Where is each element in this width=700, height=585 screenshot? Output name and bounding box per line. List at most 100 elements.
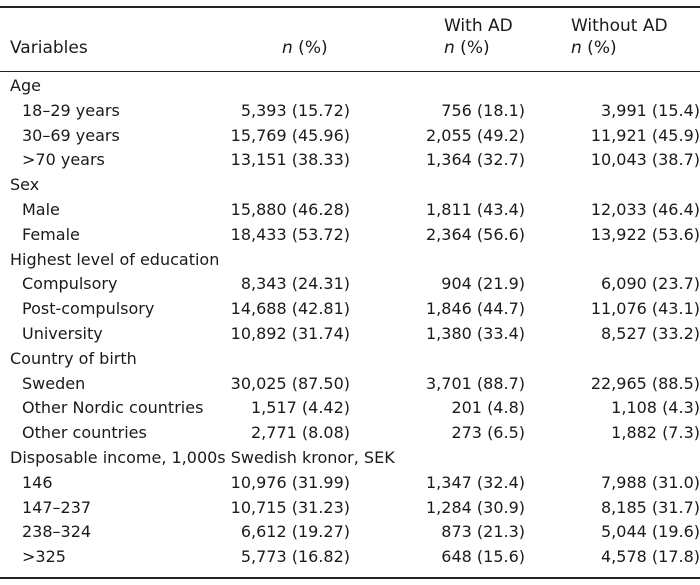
row-label: 18–29 years [22, 100, 120, 120]
without-ad-cell: 11,921 (45.9) [590, 125, 700, 145]
without-ad-cell: 5,044 (19.6) [601, 522, 700, 542]
table-row: Male 15,880 (46.28) 1,811 (43.4) 12,033 (46… [0, 198, 700, 223]
group-label: Age [10, 76, 41, 95]
table-row: 146 10,976 (31.99) 1,347 (32.4) 7,988 (31.0… [0, 471, 700, 496]
table-row: 147–237 10,715 (31.23) 1,284 (30.9) 8,185 (… [0, 496, 700, 521]
header-with-ad: With AD n (%) [444, 15, 513, 59]
header-variables: Variables [10, 37, 88, 59]
header-without-ad-pct: (%) [581, 38, 617, 58]
header-without-ad: Without AD n (%) [571, 15, 668, 59]
with-ad-cell: 273 (6.5) [451, 423, 525, 443]
total-cell: 10,715 (31.23) [230, 497, 350, 517]
with-ad-cell: 1,284 (30.9) [426, 497, 525, 517]
with-ad-cell: 1,846 (44.7) [426, 299, 525, 319]
without-ad-cell: 11,076 (43.1) [590, 299, 700, 319]
row-label: Sweden [22, 373, 86, 393]
with-ad-cell: 873 (21.3) [441, 522, 525, 542]
with-ad-cell: 904 (21.9) [441, 274, 525, 294]
with-ad-cell: 648 (15.6) [441, 547, 525, 567]
total-cell: 1,517 (4.42) [251, 398, 350, 418]
table-row: Compulsory 8,343 (24.31) 904 (21.9) 6,090 (… [0, 272, 700, 297]
table-row: Post-compulsory 14,688 (42.81) 1,846 (44.7… [0, 297, 700, 322]
with-ad-cell: 1,811 (43.4) [426, 199, 525, 219]
row-label: Post-compulsory [22, 299, 155, 319]
header-total-pct: (%) [292, 38, 328, 58]
row-label: Male [22, 199, 60, 219]
total-cell: 10,976 (31.99) [230, 472, 350, 492]
with-ad-cell: 1,380 (33.4) [426, 323, 525, 343]
without-ad-cell: 10,043 (38.7) [590, 150, 700, 170]
without-ad-cell: 7,988 (31.0) [601, 472, 700, 492]
table-row: 238–324 6,612 (19.27) 873 (21.3) 5,044 (19.… [0, 520, 700, 545]
row-label: University [22, 323, 103, 343]
table-top-rule [0, 6, 700, 8]
header-without-ad-n-symbol: n [571, 38, 582, 58]
without-ad-cell: 1,882 (7.3) [611, 423, 700, 443]
row-label: 147–237 [22, 497, 92, 517]
with-ad-cell: 201 (4.8) [451, 398, 525, 418]
with-ad-cell: 1,364 (32.7) [426, 150, 525, 170]
with-ad-cell: 3,701 (88.7) [426, 373, 525, 393]
header-without-ad-label: Without AD [571, 16, 668, 36]
table-header-rule [0, 71, 700, 72]
total-cell: 15,769 (45.96) [230, 125, 350, 145]
without-ad-cell: 6,090 (23.7) [601, 274, 700, 294]
row-label: 146 [22, 472, 53, 492]
total-cell: 2,771 (8.08) [251, 423, 350, 443]
with-ad-cell: 2,055 (49.2) [426, 125, 525, 145]
row-label: Other Nordic countries [22, 398, 204, 418]
without-ad-cell: 13,922 (53.6) [590, 224, 700, 244]
total-cell: 6,612 (19.27) [240, 522, 350, 542]
total-cell: 14,688 (42.81) [230, 299, 350, 319]
row-label: Other countries [22, 423, 147, 443]
group-label: Sex [10, 175, 40, 195]
header-with-ad-label: With AD [444, 16, 513, 36]
total-cell: 5,773 (16.82) [240, 547, 350, 567]
header-total-n: n (%) [282, 37, 328, 59]
table-row: University 10,892 (31.74) 1,380 (33.4) 8,52… [0, 322, 700, 347]
without-ad-cell: 8,527 (33.2) [601, 323, 700, 343]
table-row: Sweden 30,025 (87.50) 3,701 (88.7) 22,965 (… [0, 372, 700, 397]
total-cell: 30,025 (87.50) [230, 373, 350, 393]
with-ad-cell: 756 (18.1) [441, 100, 525, 120]
row-label: >325 [22, 547, 66, 567]
table-row: Female 18,433 (53.72) 2,364 (56.6) 13,922 (… [0, 223, 700, 248]
table-bottom-rule [0, 577, 700, 579]
table-row: Other Nordic countries 1,517 (4.42) 201 (4… [0, 396, 700, 421]
table-row: >70 years 13,151 (38.33) 1,364 (32.7) 10,04… [0, 148, 700, 173]
total-cell: 5,393 (15.72) [240, 100, 350, 120]
total-cell: 8,343 (24.31) [240, 274, 350, 294]
table-row: 18–29 years 5,393 (15.72) 756 (18.1) 3,991 … [0, 99, 700, 124]
row-label: 30–69 years [22, 125, 120, 145]
row-label: Compulsory [22, 274, 118, 294]
group-header-row: Highest level of education [0, 248, 700, 273]
total-cell: 13,151 (38.33) [230, 150, 350, 170]
table-row: 30–69 years 15,769 (45.96) 2,055 (49.2) 11,… [0, 124, 700, 149]
header-total-n-symbol: n [282, 38, 293, 58]
total-cell: 15,880 (46.28) [230, 199, 350, 219]
group-header-row: Disposable income, 1,000s Swedish kronor… [0, 446, 700, 471]
total-cell: 18,433 (53.72) [230, 224, 350, 244]
table-row: >325 5,773 (16.82) 648 (15.6) 4,578 (17.8) [0, 545, 700, 570]
table-body: Age 18–29 years 5,393 (15.72) 756 (18.1) 3,9… [0, 74, 700, 570]
group-header-row: Age [0, 74, 700, 99]
group-label: Disposable income, 1,000s Swedish kronor… [10, 447, 395, 467]
without-ad-cell: 12,033 (46.4) [590, 199, 700, 219]
row-label: Female [22, 224, 80, 244]
table-row: Other countries 2,771 (8.08) 273 (6.5) 1,88… [0, 421, 700, 446]
group-header-row: Country of birth [0, 347, 700, 372]
without-ad-cell: 22,965 (88.5) [590, 373, 700, 393]
row-label: >70 years [22, 150, 105, 170]
group-label: Country of birth [10, 348, 137, 368]
without-ad-cell: 3,991 (15.4) [601, 100, 700, 120]
group-label: Highest level of education [10, 249, 220, 269]
header-with-ad-n-symbol: n [444, 38, 455, 58]
header-variables-label: Variables [10, 38, 88, 58]
group-header-row: Sex [0, 173, 700, 198]
total-cell: 10,892 (31.74) [230, 323, 350, 343]
without-ad-cell: 1,108 (4.3) [611, 398, 700, 418]
row-label: 238–324 [22, 522, 92, 542]
header-with-ad-pct: (%) [454, 38, 490, 58]
without-ad-cell: 8,185 (31.7) [601, 497, 700, 517]
